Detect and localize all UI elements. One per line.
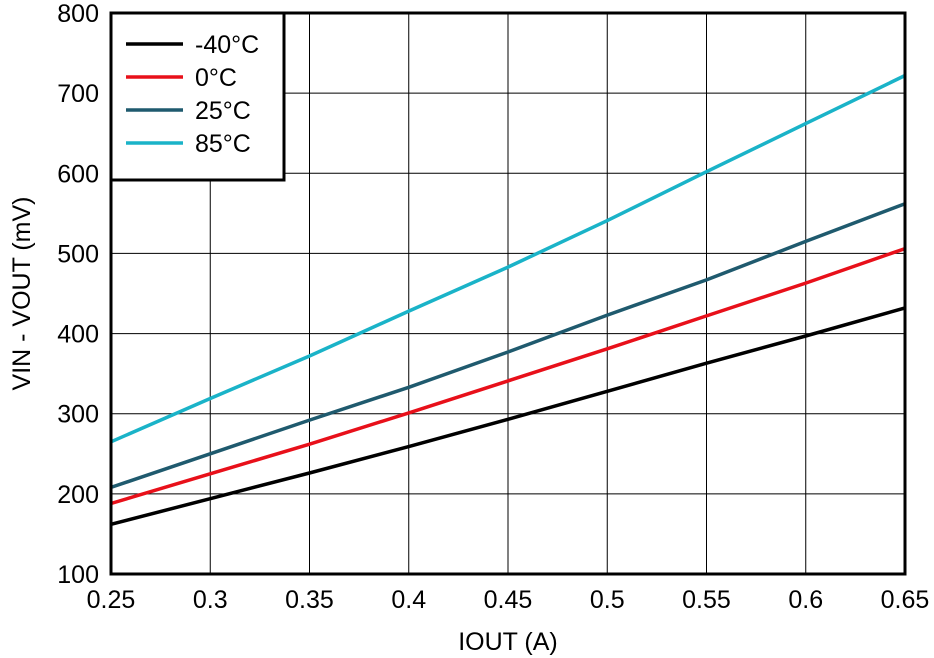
x-tick-label: 0.4 <box>391 586 426 614</box>
plot-frame <box>109 11 907 576</box>
series-line-3 <box>110 73 906 444</box>
series-line-0 <box>110 306 906 526</box>
y-tick-label: 400 <box>57 321 99 349</box>
y-tick-label: 700 <box>57 80 99 108</box>
y-tick-label: 600 <box>57 160 99 188</box>
series-layer <box>110 73 906 526</box>
x-tick-labels: 0.25 0.3 0.35 0.4 0.45 0.5 0.55 0.6 0.65 <box>87 586 930 614</box>
legend-entry: 85°C <box>195 130 251 158</box>
legend-entry: 25°C <box>195 97 251 125</box>
y-tick-labels: 100 200 300 400 500 600 700 800 <box>57 0 99 589</box>
x-tick-label: 0.5 <box>590 586 625 614</box>
y-tick-label: 100 <box>57 561 99 589</box>
y-tick-label: 500 <box>57 240 99 268</box>
legend-entry: -40°C <box>195 31 259 59</box>
series-line-1 <box>110 246 906 506</box>
y-tick-label: 300 <box>57 401 99 429</box>
x-axis-label: IOUT (A) <box>458 628 558 656</box>
y-tick-label: 800 <box>57 0 99 28</box>
y-tick-label: 200 <box>57 481 99 509</box>
x-tick-label: 0.55 <box>682 586 731 614</box>
x-tick-label: 0.3 <box>193 586 228 614</box>
legend-box <box>109 11 286 182</box>
x-tick-label: 0.45 <box>484 586 533 614</box>
x-tick-label: 0.25 <box>87 586 136 614</box>
x-tick-label: 0.35 <box>285 586 334 614</box>
y-axis-label: VIN - VOUT (mV) <box>8 197 36 391</box>
legend-entry: 0°C <box>195 64 237 92</box>
x-tick-label: 0.6 <box>788 586 823 614</box>
legend: -40°C 0°C 25°C 85°C <box>109 11 286 182</box>
series-line-2 <box>110 202 906 490</box>
x-tick-label: 0.65 <box>881 586 930 614</box>
